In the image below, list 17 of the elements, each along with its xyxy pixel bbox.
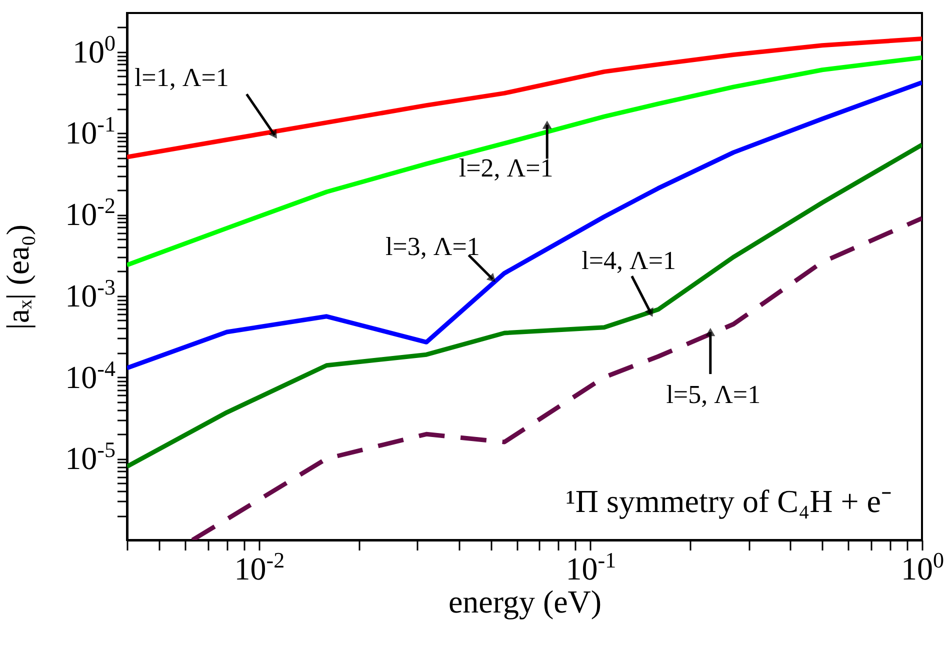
- annotation: l=5, Λ=1: [666, 380, 761, 410]
- x-tick-label: 10$^{-2}$: [234, 547, 285, 586]
- y-tick-label: 10$^{-4}$: [65, 355, 116, 395]
- x-axis-title: energy (eV): [448, 584, 602, 620]
- y-tick-label: 10$^{-5}$: [65, 436, 116, 476]
- y-tick-label: 10$^{-1}$: [65, 111, 116, 151]
- y-tick-label: 10$^{-3}$: [65, 274, 116, 314]
- y-tick-label: 10$^{0}$: [72, 30, 116, 70]
- x-tick-label: 10$^{-1}$: [566, 547, 616, 586]
- x-tick-label: 10$^{0}$: [901, 547, 944, 586]
- y-tick-label: 10$^{-2}$: [65, 192, 116, 232]
- annotation: ¹Π symmetry of C₄H + e⁻: [566, 483, 892, 519]
- annotation: l=1, Λ=1: [134, 63, 229, 92]
- annotation: l=2, Λ=1: [458, 154, 554, 183]
- annotation: l=3, Λ=1: [385, 232, 480, 262]
- annotation: l=4, Λ=1: [582, 246, 676, 276]
- y-axis-title: |aₓ| (ea₀): [0, 224, 36, 330]
